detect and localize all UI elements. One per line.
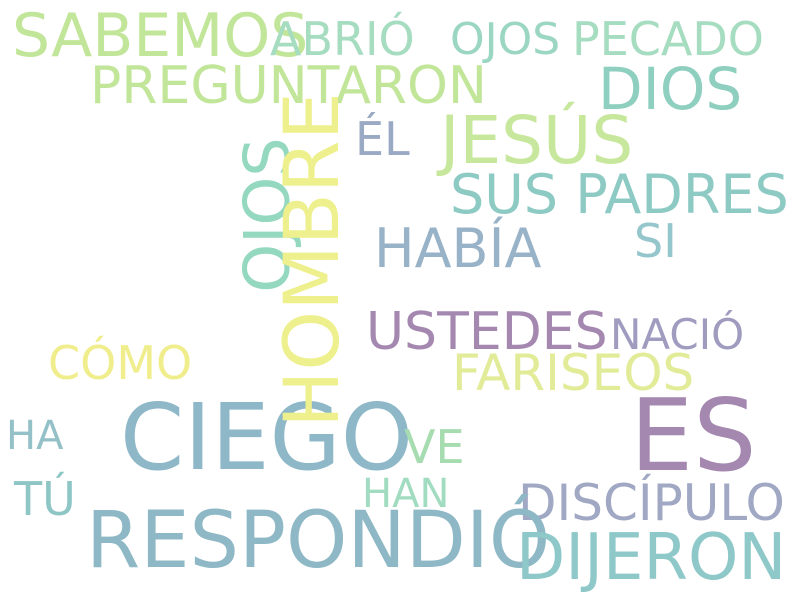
word-el: ÉL [355, 112, 410, 166]
word-tu: TÚ [14, 472, 76, 526]
word-si: SI [634, 214, 677, 268]
word-ojos-small: OJOS [450, 14, 561, 65]
word-respondio: RESPONDIÓ [86, 496, 551, 586]
word-dijeron: DIJERON [516, 521, 787, 595]
word-sus-padres: SUS PADRES [450, 163, 789, 226]
word-ciego: CIEGO [120, 384, 414, 491]
word-habia: HABÍA [374, 217, 542, 280]
word-abrio: ABRIÓ [270, 12, 415, 66]
word-fariseos: FARISEOS [452, 344, 695, 402]
word-sabemos: SABEMOS [12, 1, 309, 71]
word-es: ES [630, 377, 757, 494]
word-discipulo: DISCÍPULO [518, 474, 785, 532]
word-ustedes: USTEDES [366, 302, 608, 362]
word-preguntaron: PREGUNTARON [90, 56, 487, 116]
word-nacio: NACIÓ [610, 310, 745, 359]
word-han: HAN [362, 471, 450, 517]
word-ve: VE [404, 420, 465, 474]
word-pecado: PECADO [572, 12, 765, 66]
word-dios: DIOS [598, 55, 743, 123]
word-jesus: JESÚS [440, 102, 634, 179]
word-como: CÓMO [48, 336, 193, 390]
word-hombre-vertical: HOMBRE [266, 92, 356, 428]
word-ha: HA [6, 413, 64, 459]
